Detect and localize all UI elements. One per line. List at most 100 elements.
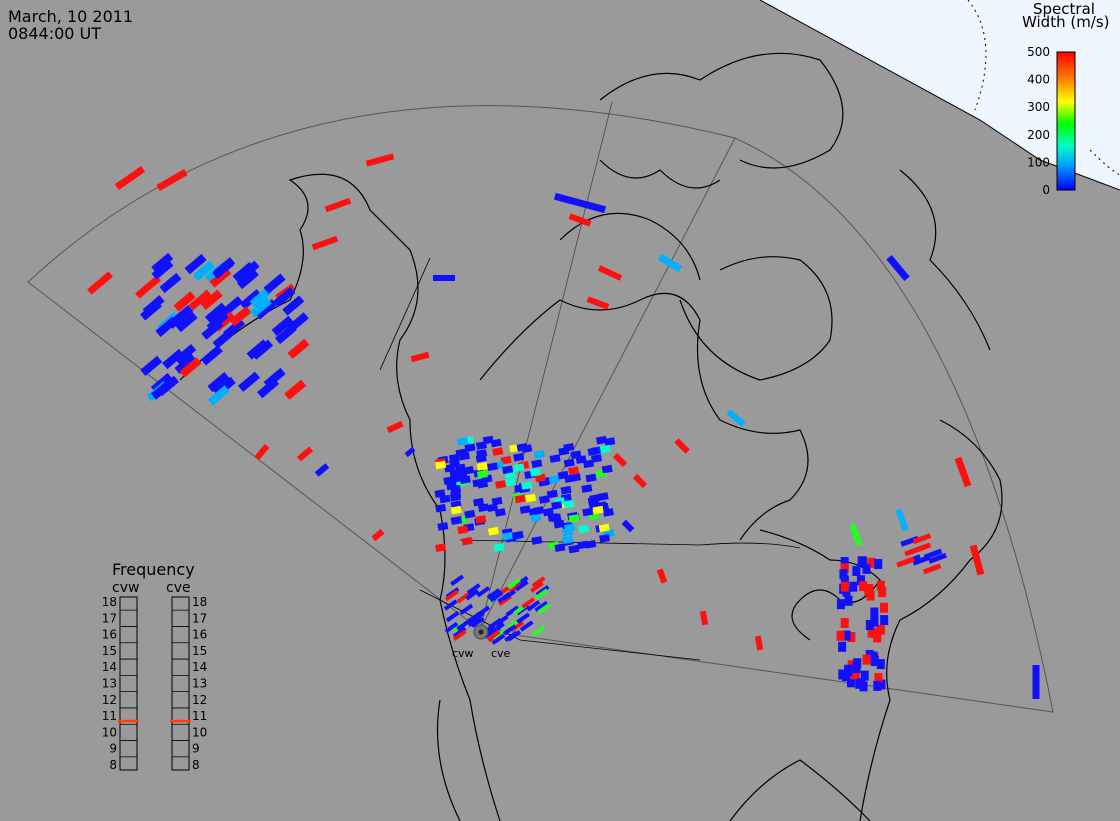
echo-cell bbox=[466, 583, 481, 595]
echo-cell bbox=[840, 563, 849, 574]
echo-cell bbox=[592, 505, 604, 515]
echo-cell bbox=[487, 526, 500, 536]
echo-cell bbox=[502, 589, 517, 601]
echo-cell bbox=[223, 318, 246, 339]
echo-cell bbox=[452, 629, 467, 641]
echo-cell bbox=[583, 459, 595, 469]
echo-cell bbox=[493, 543, 505, 552]
echo-cell bbox=[553, 519, 565, 529]
echo-cell bbox=[632, 473, 648, 489]
echo-cell bbox=[604, 437, 616, 446]
echo-cell bbox=[209, 267, 232, 288]
echo-cell bbox=[459, 603, 474, 615]
echo-cell bbox=[232, 261, 255, 283]
echo-cell bbox=[754, 635, 764, 651]
frequency-tick-label: 17 bbox=[102, 611, 117, 625]
echo-cell bbox=[435, 543, 447, 552]
echo-cell bbox=[451, 516, 463, 525]
echo-cell bbox=[507, 577, 521, 590]
echo-cell bbox=[531, 625, 546, 637]
echo-cell bbox=[876, 624, 885, 635]
echo-cell bbox=[969, 544, 985, 576]
echo-cell bbox=[229, 306, 252, 327]
frequency-tick-label: 12 bbox=[102, 693, 117, 707]
frequency-tick-label: 9 bbox=[109, 742, 117, 756]
echo-cell bbox=[865, 584, 874, 595]
echo-cell bbox=[839, 569, 848, 580]
echo-cell bbox=[502, 465, 514, 475]
echo-cell bbox=[526, 600, 541, 612]
echo-cell bbox=[156, 168, 188, 192]
echo-cell bbox=[896, 556, 915, 568]
echo-cell bbox=[900, 535, 919, 547]
echo-cell bbox=[404, 446, 416, 458]
echo-cell bbox=[570, 450, 582, 460]
echo-cell bbox=[877, 679, 886, 690]
frequency-tick-label: 14 bbox=[102, 660, 117, 674]
radar-fov bbox=[27, 101, 1054, 713]
echo-cells bbox=[87, 153, 1040, 699]
echo-cell bbox=[491, 633, 506, 645]
echo-cell bbox=[534, 600, 549, 613]
echo-cell bbox=[476, 605, 491, 617]
echo-cell bbox=[174, 343, 197, 365]
echo-cell bbox=[838, 669, 847, 680]
echo-cell bbox=[878, 587, 887, 598]
echo-cell bbox=[464, 443, 476, 453]
echo-cell bbox=[457, 525, 469, 535]
echo-cell bbox=[482, 435, 494, 445]
frequency-scale-box bbox=[119, 596, 138, 771]
echo-cell bbox=[135, 275, 161, 299]
echo-cell bbox=[598, 523, 610, 533]
echo-cell bbox=[174, 353, 197, 375]
frequency-label-cvw: cvw bbox=[112, 580, 140, 596]
echo-cell bbox=[849, 523, 863, 547]
polar-region bbox=[759, 0, 1120, 191]
echo-cell bbox=[542, 507, 554, 517]
echo-cell bbox=[562, 535, 574, 545]
site-label-cve: cve bbox=[491, 647, 511, 660]
echo-cell bbox=[486, 588, 501, 600]
echo-cell bbox=[534, 588, 549, 600]
echo-cell bbox=[456, 592, 471, 604]
frequency-tick-label: 16 bbox=[192, 628, 207, 642]
echo-cell bbox=[159, 272, 182, 294]
echo-cell bbox=[516, 442, 528, 452]
echo-cell bbox=[538, 495, 550, 504]
echo-cell bbox=[880, 615, 889, 626]
echo-cell bbox=[873, 632, 882, 643]
echo-cell bbox=[512, 530, 524, 540]
echo-cell bbox=[450, 574, 464, 586]
echo-cell bbox=[836, 599, 845, 610]
echo-cell bbox=[513, 452, 525, 462]
echo-cell bbox=[582, 507, 594, 517]
echo-cell bbox=[207, 371, 230, 393]
echo-cell bbox=[873, 680, 882, 691]
echo-cell bbox=[87, 271, 113, 295]
colorbar-unit: Width (m/s) bbox=[1022, 13, 1110, 31]
frequency-tick-label: 18 bbox=[102, 595, 117, 609]
echo-cell bbox=[274, 323, 297, 345]
echo-cell bbox=[549, 454, 561, 463]
echo-cell bbox=[862, 654, 871, 665]
echo-cell bbox=[212, 258, 235, 280]
radar-sites bbox=[473, 624, 489, 640]
echo-cell bbox=[477, 503, 489, 512]
echo-cell bbox=[410, 351, 430, 363]
echo-cell bbox=[602, 508, 614, 517]
echo-cell bbox=[462, 465, 474, 475]
echo-cell bbox=[461, 536, 473, 546]
echo-cell bbox=[867, 557, 876, 568]
echo-cell bbox=[207, 385, 230, 406]
echo-cell bbox=[852, 662, 861, 673]
echo-cell bbox=[537, 603, 551, 615]
echo-cell bbox=[184, 253, 207, 275]
echo-cell bbox=[282, 295, 305, 316]
echo-cell bbox=[865, 619, 874, 630]
echo-cell bbox=[590, 446, 602, 455]
echo-cell bbox=[844, 666, 853, 677]
echo-cell bbox=[514, 580, 529, 592]
echo-cell bbox=[859, 581, 868, 592]
echo-cell bbox=[568, 466, 580, 476]
